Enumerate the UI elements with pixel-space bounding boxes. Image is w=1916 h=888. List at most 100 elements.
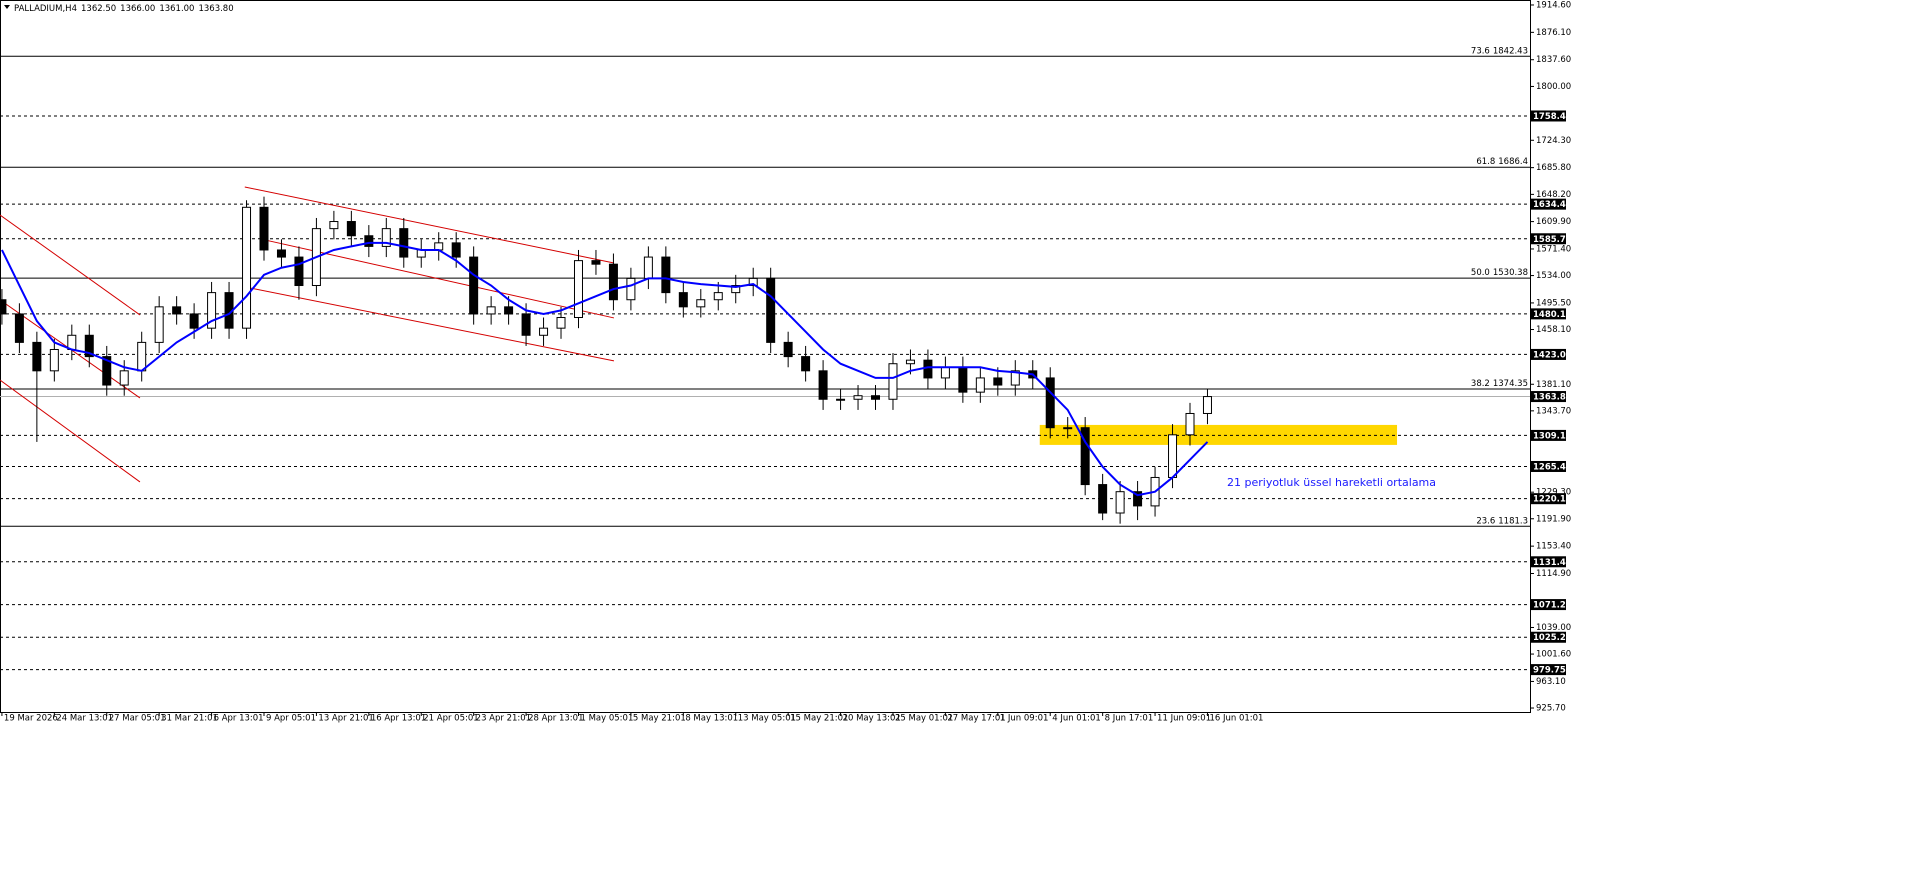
level-label: 979.75	[1533, 666, 1566, 676]
candle-body	[242, 206, 252, 329]
y-tick-label: 1914.60	[1536, 0, 1571, 10]
fib-price: 1842.43	[1493, 46, 1528, 56]
x-tick-label: 28 Apr 13:01	[528, 714, 583, 724]
level-label: 1071.20	[1533, 601, 1572, 611]
candle-body	[940, 366, 950, 379]
trendline	[0, 214, 141, 316]
fib-ratio: 38.2	[1471, 379, 1490, 389]
level-box	[1531, 233, 1566, 245]
y-tick-label: 1609.90	[1536, 217, 1571, 227]
y-tick-label: 1343.70	[1536, 406, 1571, 416]
level-box	[1531, 198, 1566, 210]
level-box	[1531, 493, 1566, 505]
fib-price: 1181.3	[1498, 516, 1528, 526]
y-tick-label: 963.10	[1536, 677, 1566, 687]
trendline	[244, 186, 615, 264]
y-tick-label: 1534.00	[1536, 271, 1571, 281]
x-tick-label: 23 Apr 21:01	[476, 714, 531, 724]
y-tick-label: 1039.00	[1536, 623, 1571, 633]
candle-body	[137, 341, 147, 372]
x-tick-label: 6 Apr 13:01	[214, 714, 264, 724]
candle-body	[1063, 427, 1073, 430]
level-label: 1309.15	[1533, 431, 1572, 441]
level-label: 1585.75	[1533, 235, 1572, 245]
y-tick-label: 1191.90	[1536, 514, 1571, 524]
candle-body	[434, 242, 444, 251]
annotation: 21 periyotluk üssel hareketli ortalama	[1227, 476, 1436, 489]
candle-body	[32, 341, 42, 372]
level-box	[1531, 631, 1566, 643]
x-tick-label: 20 May 13:01	[843, 714, 901, 724]
y-tick-label: 1648.20	[1536, 190, 1571, 200]
candle-body	[172, 306, 182, 315]
ema-line	[1, 241, 1209, 497]
candle-body	[399, 228, 409, 258]
candle-body	[521, 313, 531, 336]
x-tick-label: 21 Apr 05:01	[423, 714, 478, 724]
fib-label: 23.6 1181.3	[1476, 516, 1528, 526]
candle-body	[1185, 412, 1195, 436]
candle-body	[84, 334, 94, 358]
candle-body	[14, 313, 24, 343]
fib-label: 61.8 1686.4	[1476, 157, 1528, 167]
x-tick-label: 8 May 13:01	[685, 714, 738, 724]
level-box	[1531, 556, 1566, 568]
level-label: 1423.05	[1533, 350, 1572, 360]
x-tick-label: 27 May 17:01	[947, 714, 1005, 724]
candle-body	[661, 256, 671, 294]
level-label: 1634.45	[1533, 200, 1572, 210]
y-tick-label: 1876.10	[1536, 28, 1571, 38]
ohlc-value: 1366.00	[120, 4, 155, 14]
symbol: PALLADIUM,H4	[14, 4, 77, 14]
level-box	[1531, 599, 1566, 611]
fib-price: 1374.35	[1493, 379, 1528, 389]
candle-body	[1045, 377, 1055, 429]
candle-body	[993, 377, 1003, 386]
fib-label: 73.6 1842.43	[1471, 46, 1528, 56]
x-tick-label: 13 Apr 21:01	[318, 714, 373, 724]
candle-body	[678, 292, 688, 308]
level-label: 1220.15	[1533, 495, 1572, 505]
candle-body	[346, 221, 356, 237]
level-box	[1531, 348, 1566, 360]
candle-body	[766, 277, 776, 343]
candle-body	[923, 359, 933, 379]
y-tick-label: 1800.00	[1536, 82, 1571, 92]
x-tick-label: 8 Jun 17:01	[1105, 714, 1154, 724]
y-tick-label: 1114.90	[1536, 569, 1571, 579]
x-tick-label: 11 Jun 09:01	[1157, 714, 1211, 724]
level-label: 1131.40	[1533, 558, 1572, 568]
candle-body	[469, 256, 479, 315]
x-tick-label: 16 Apr 13:01	[371, 714, 426, 724]
x-tick-label: 15 May 21:01	[790, 714, 848, 724]
trendline	[264, 239, 615, 319]
candle-body	[1133, 491, 1143, 507]
candle-body	[871, 395, 881, 400]
candle-body	[556, 317, 566, 329]
candle-body	[539, 327, 549, 336]
candle-body	[504, 306, 514, 315]
ohlc-value: 1361.00	[159, 4, 194, 14]
level-label: 1265.45	[1533, 462, 1572, 472]
candle-body	[189, 313, 199, 329]
fib-ratio: 50.0	[1471, 268, 1490, 278]
candle-body	[905, 359, 915, 365]
level-box	[1531, 110, 1566, 122]
level-label: 1025.25	[1533, 633, 1572, 643]
menu-triangle	[4, 5, 10, 9]
candle-body	[207, 292, 217, 329]
candle-body	[748, 277, 758, 287]
candle-body	[381, 228, 391, 247]
candle-body	[119, 370, 129, 386]
x-tick-label: 19 Mar 2026	[4, 714, 58, 724]
level-label: 1758.45	[1533, 112, 1572, 122]
level-box	[1531, 664, 1566, 676]
price-label: 1363.80	[1533, 393, 1572, 403]
candle-body	[0, 299, 7, 315]
trendline	[244, 286, 615, 362]
candle-body	[608, 263, 618, 301]
y-tick-label: 1724.30	[1536, 136, 1571, 146]
candle-body	[975, 377, 985, 393]
